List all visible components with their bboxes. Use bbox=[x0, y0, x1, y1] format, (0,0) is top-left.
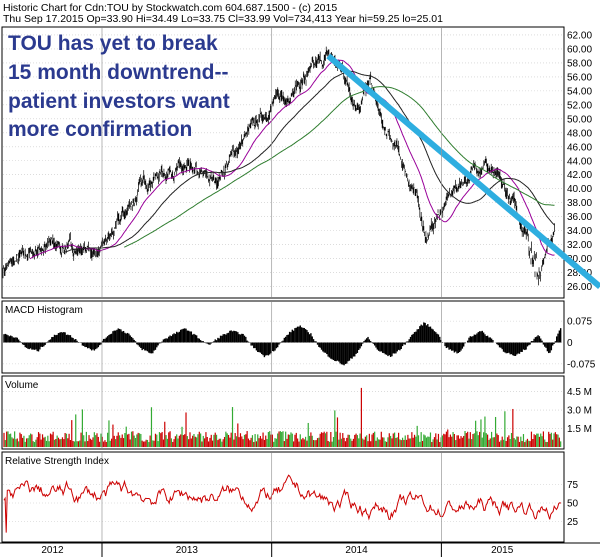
macd-bars bbox=[3, 322, 562, 366]
ma-short-line bbox=[29, 59, 555, 260]
volume-grid bbox=[3, 391, 563, 429]
price-tick-label: 34.00 bbox=[567, 226, 592, 237]
price-tick-label: 54.00 bbox=[567, 86, 592, 97]
volume-tick-label: 1.5 M bbox=[567, 424, 592, 435]
price-axis: 62.00 60.00 58.00 56.00 54.00 52.00 50.00 48.00… bbox=[567, 30, 592, 293]
price-tick-label: 28.00 bbox=[567, 268, 592, 279]
price-tick-label: 62.00 bbox=[567, 30, 592, 41]
rsi-grid bbox=[3, 484, 563, 522]
annotation-line-3: patient investors want bbox=[8, 90, 230, 113]
price-tick-label: 26.00 bbox=[567, 282, 592, 293]
year-label: 2015 bbox=[491, 545, 514, 556]
header-line-2: Thu Sep 17.2015 Op=33.90 Hi=34.49 Lo=33.… bbox=[3, 13, 443, 25]
year-label: 2013 bbox=[176, 545, 199, 556]
macd-tick-label: 0.075 bbox=[567, 317, 592, 328]
macd-title: MACD Histogram bbox=[5, 305, 83, 316]
annotation: TOU has yet to break 15 month downtrend-… bbox=[8, 32, 230, 141]
price-tick-label: 30.00 bbox=[567, 254, 592, 265]
price-tick-label: 42.00 bbox=[567, 170, 592, 181]
price-tick-label: 50.00 bbox=[567, 114, 592, 125]
price-grid bbox=[3, 34, 563, 287]
macd-panel bbox=[1, 300, 565, 374]
volume-title: Volume bbox=[5, 380, 39, 391]
header-line-1: Historic Chart for Cdn:TOU by Stockwatch… bbox=[3, 2, 337, 14]
price-panel bbox=[1, 26, 565, 299]
macd-axis: 0.075 0 -0.075 bbox=[567, 317, 596, 371]
macd-tick-label: 0 bbox=[567, 338, 573, 349]
trendline bbox=[326, 53, 600, 290]
rsi-tick-label: 75 bbox=[567, 480, 579, 491]
price-tick-label: 44.00 bbox=[567, 156, 592, 167]
price-tick-label: 48.00 bbox=[567, 128, 592, 139]
price-tick-label: 56.00 bbox=[567, 72, 592, 83]
rsi-panel bbox=[1, 451, 565, 543]
price-tick-label: 58.00 bbox=[567, 58, 592, 69]
volume-axis: 4.5 M 3.0 M 1.5 M bbox=[567, 387, 592, 435]
price-tick-label: 52.00 bbox=[567, 100, 592, 111]
rsi-tick-label: 50 bbox=[567, 499, 579, 510]
annotation-line-1: TOU has yet to break bbox=[8, 32, 218, 55]
price-tick-label: 46.00 bbox=[567, 142, 592, 153]
year-label: 2012 bbox=[41, 545, 64, 556]
price-series bbox=[2, 46, 600, 290]
rsi-axis: 75 50 25 bbox=[567, 480, 579, 528]
rsi-tick-label: 25 bbox=[567, 517, 579, 528]
ma-long-line bbox=[124, 86, 555, 248]
time-axis: 2012 2013 2014 2015 bbox=[0, 28, 600, 557]
volume-panel bbox=[1, 375, 565, 450]
ma-mid-line bbox=[63, 70, 555, 253]
price-tick-label: 36.00 bbox=[567, 212, 592, 223]
annotation-line-2: 15 month downtrend-- bbox=[8, 61, 228, 84]
price-tick-label: 40.00 bbox=[567, 184, 592, 195]
volume-tick-label: 4.5 M bbox=[567, 387, 592, 398]
annotation-line-4: more confirmation bbox=[8, 118, 192, 141]
rsi-line bbox=[3, 474, 562, 533]
macd-tick-label: -0.075 bbox=[567, 359, 596, 370]
year-label: 2014 bbox=[345, 545, 368, 556]
volume-bars bbox=[3, 387, 562, 447]
price-tick-label: 32.00 bbox=[567, 240, 592, 251]
rsi-title: Relative Strength Index bbox=[5, 456, 109, 467]
price-tick-label: 38.00 bbox=[567, 198, 592, 209]
rsi-series bbox=[3, 474, 562, 533]
volume-tick-label: 3.0 M bbox=[567, 406, 592, 417]
price-tick-label: 60.00 bbox=[567, 44, 592, 55]
